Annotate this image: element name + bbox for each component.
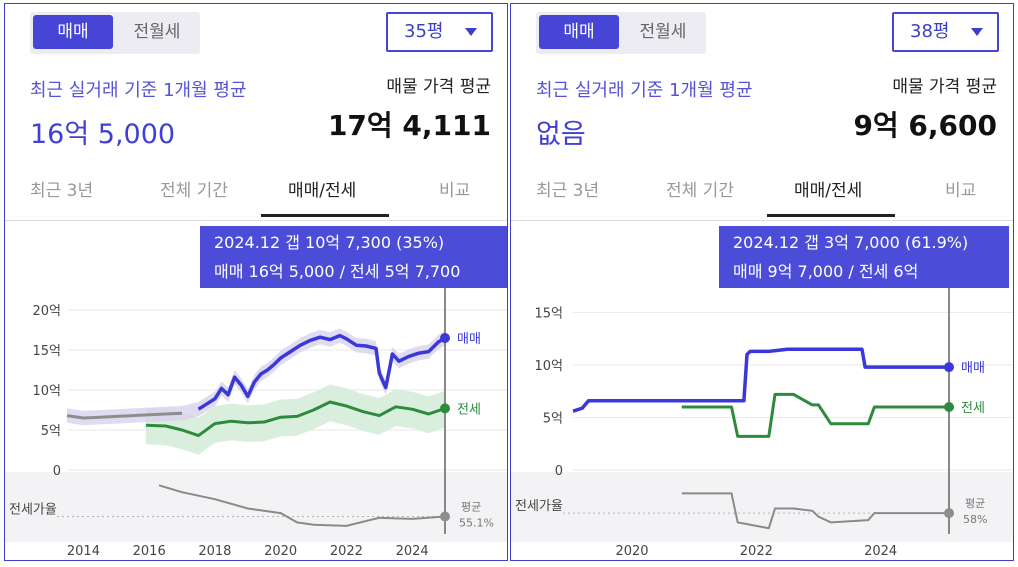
trade-type-toggle: 매매 전월세 [536, 12, 706, 54]
sale-series-label: 매매 [457, 332, 481, 347]
tab-all-period[interactable]: 전체 기간 [160, 181, 228, 201]
x-tick-label: 2014 [67, 544, 100, 559]
jeonse-series-line [681, 392, 949, 438]
ratio-band-bg [5, 472, 507, 542]
ratio-avg-label: 평균 [461, 500, 481, 513]
ratio-axis-label: 전세가율 [515, 499, 563, 514]
x-tick-label: 2020 [615, 544, 648, 559]
ratio-avg-value: 55.1% [459, 516, 494, 529]
jeonse-range-band [145, 384, 445, 455]
listing-avg-value: 17억 4,111 [327, 109, 491, 142]
tooltip-price-line: 매매 16억 5,000 / 전세 5억 7,700 [214, 262, 461, 281]
ratio-axis-label: 전세가율 [9, 502, 57, 517]
y-tick-label: 10억 [534, 359, 563, 374]
ratio-avg-value: 58% [963, 513, 987, 526]
y-tick-label: 10억 [32, 384, 61, 399]
period-tabs: 최근 3년 전체 기간 매매/전세 비교 [5, 164, 507, 221]
y-tick-label: 20억 [32, 304, 61, 319]
x-tick-label: 2022 [330, 544, 363, 559]
y-tick-label: 0 [555, 464, 563, 479]
caret-down-icon [465, 28, 477, 36]
lease-toggle-button[interactable]: 전월세 [133, 22, 181, 42]
y-tick-label: 5억 [543, 412, 563, 427]
jeonse-series-label: 전세 [961, 401, 985, 416]
jeonse-series-line [145, 400, 446, 438]
chart-tooltip: 2024.12 갭 10억 7,300 (35%) 매매 16억 5,000 /… [200, 226, 507, 288]
tooltip-price-line: 매매 9억 7,000 / 전세 6억 [733, 262, 919, 281]
ratio-series-line [681, 492, 949, 530]
tooltip-gap-line: 2024.12 갭 10억 7,300 (35%) [214, 233, 445, 252]
ratio-series-line [158, 484, 446, 527]
recent-trade-label: 최근 실거래 기준 1개월 평균 [30, 80, 247, 101]
tooltip-gap-line: 2024.12 갭 3억 7,000 (61.9%) [733, 233, 969, 252]
chart-panel-35: 매매 전월세 35평 최근 실거래 기준 1개월 평균 16억 5,000 매물… [4, 3, 508, 561]
sale-endpoint-marker [944, 362, 954, 373]
ratio-endpoint-marker [944, 508, 954, 519]
recent-trade-label: 최근 실거래 기준 1개월 평균 [536, 80, 753, 101]
y-tick-label: 15억 [32, 344, 61, 359]
size-dropdown[interactable]: 35평 [386, 12, 493, 52]
y-tick-label: 5억 [41, 424, 61, 439]
x-tick-label: 2024 [396, 544, 429, 559]
listing-avg-label: 매물 가격 평균 [386, 77, 491, 97]
tab-sale-jeonse[interactable]: 매매/전세 [794, 181, 863, 201]
chart-tooltip: 2024.12 갭 3억 7,000 (61.9%) 매매 9억 7,000 /… [719, 226, 1009, 288]
active-tab-underline [261, 214, 389, 217]
tab-compare[interactable]: 비교 [945, 181, 977, 201]
period-tabs: 최근 3년 전체 기간 매매/전세 비교 [511, 164, 1013, 221]
recent-trade-value: 없음 [536, 119, 586, 150]
sale-toggle-button[interactable]: 매매 [539, 15, 619, 49]
size-dropdown-value: 35평 [404, 21, 444, 42]
lease-toggle-button[interactable]: 전월세 [639, 22, 687, 42]
y-tick-label: 15억 [534, 307, 563, 322]
tab-recent-3y[interactable]: 최근 3년 [30, 181, 94, 201]
x-tick-label: 2016 [133, 544, 166, 559]
sale-endpoint-marker [440, 333, 450, 343]
tab-recent-3y[interactable]: 최근 3년 [536, 181, 600, 201]
sale-series-line [572, 347, 949, 413]
sale-range-band [67, 328, 445, 426]
x-tick-label: 2022 [740, 544, 773, 559]
jeonse-endpoint-marker [944, 402, 954, 412]
ratio-endpoint-marker [440, 511, 450, 522]
tab-all-period[interactable]: 전체 기간 [666, 181, 734, 201]
ratio-band-bg [511, 472, 1013, 542]
price-chart[interactable]: 20억 15억 10억 5억 0 2014 2016 2018 2020 2022 2024 매매전세… [5, 4, 508, 561]
active-tab-underline [767, 214, 895, 217]
tab-compare[interactable]: 비교 [439, 181, 471, 201]
recent-trade-value: 16억 5,000 [30, 119, 176, 150]
sale-series-early-line [66, 411, 183, 420]
sale-series-label: 매매 [961, 361, 985, 376]
listing-avg-value: 9억 6,600 [853, 109, 997, 142]
y-tick-label: 0 [53, 464, 61, 479]
listing-avg-label: 매물 가격 평균 [892, 77, 997, 97]
jeonse-series-label: 전세 [457, 402, 481, 417]
ratio-avg-label: 평균 [965, 497, 985, 510]
size-dropdown-value: 38평 [910, 21, 950, 42]
tab-sale-jeonse[interactable]: 매매/전세 [288, 181, 357, 201]
sale-toggle-button[interactable]: 매매 [33, 15, 113, 49]
caret-down-icon [971, 28, 983, 36]
x-tick-label: 2020 [264, 544, 297, 559]
x-tick-label: 2024 [864, 544, 897, 559]
sale-series-line [197, 333, 446, 411]
trade-type-toggle: 매매 전월세 [30, 12, 200, 54]
size-dropdown[interactable]: 38평 [892, 12, 999, 52]
chart-panel-38: 매매 전월세 38평 최근 실거래 기준 1개월 평균 없음 매물 가격 평균 … [510, 3, 1014, 561]
jeonse-endpoint-marker [440, 403, 450, 414]
x-tick-label: 2018 [198, 544, 231, 559]
